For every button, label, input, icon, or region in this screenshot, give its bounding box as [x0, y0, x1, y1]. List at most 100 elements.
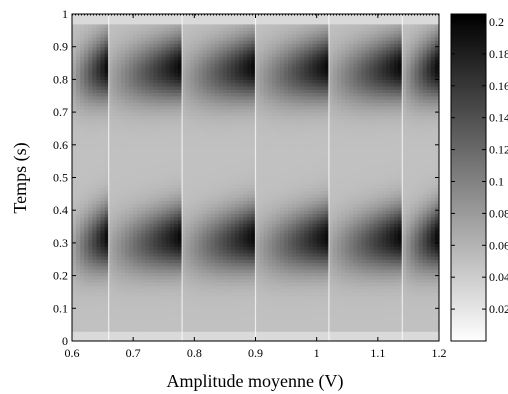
heatmap-cell: [104, 49, 110, 54]
heatmap-cell: [157, 170, 163, 175]
heatmap-cell: [271, 226, 277, 231]
heatmap-cell: [133, 154, 138, 159]
heatmap-cell: [169, 141, 175, 146]
heatmap-cell: [116, 131, 122, 136]
heatmap-cell: [206, 216, 212, 221]
heatmap-cell: [116, 89, 122, 94]
heatmap-cell: [173, 128, 179, 133]
heatmap-cell: [206, 56, 212, 61]
heatmap-cell: [218, 128, 224, 133]
heatmap-cell: [133, 193, 138, 198]
heatmap-cell: [194, 30, 200, 35]
heatmap-cell: [226, 92, 232, 97]
heatmap-cell: [96, 255, 102, 260]
heatmap-cell: [84, 17, 89, 22]
heatmap-cell: [165, 236, 171, 241]
heatmap-cell: [145, 291, 151, 296]
heatmap-cell: [112, 144, 118, 149]
heatmap-cell: [259, 174, 265, 179]
heatmap-cell: [178, 249, 183, 254]
heatmap-cell: [141, 112, 146, 116]
heatmap-cell: [243, 59, 248, 64]
heatmap-cell: [72, 308, 77, 313]
heatmap-cell: [222, 311, 228, 316]
heatmap-cell: [137, 92, 142, 97]
heatmap-cell: [173, 236, 179, 241]
heatmap-cell: [173, 154, 179, 159]
heatmap-cell: [137, 193, 142, 198]
heatmap-cell: [84, 272, 89, 277]
heatmap-cell: [76, 89, 81, 94]
heatmap-cell: [271, 20, 277, 25]
heatmap-cell: [112, 85, 118, 90]
heatmap-cell: [267, 36, 273, 41]
heatmap-cell: [84, 298, 89, 303]
heatmap-cell: [226, 59, 232, 64]
heatmap-cell: [149, 233, 155, 237]
heatmap-cell: [226, 311, 232, 316]
heatmap-cell: [137, 128, 142, 133]
heatmap-cell: [202, 249, 208, 254]
heatmap-cell: [243, 223, 248, 228]
heatmap-cell: [92, 233, 98, 237]
heatmap-cell: [210, 167, 216, 172]
heatmap-cell: [88, 43, 93, 48]
heatmap-cell: [235, 314, 240, 319]
heatmap-cell: [214, 128, 220, 133]
heatmap-cell: [222, 197, 228, 201]
heatmap-cell: [153, 128, 159, 133]
heatmap-cell: [194, 301, 200, 306]
heatmap-cell: [76, 69, 81, 74]
heatmap-cell: [255, 187, 261, 192]
heatmap-cell: [88, 112, 93, 116]
heatmap-cell: [88, 262, 93, 267]
heatmap-cell: [243, 242, 248, 247]
heatmap-cell: [235, 128, 240, 133]
heatmap-cell: [92, 49, 98, 54]
heatmap-cell: [100, 59, 106, 64]
heatmap-cell: [198, 148, 204, 152]
heatmap-cell: [133, 121, 138, 126]
heatmap-cell: [190, 59, 195, 64]
heatmap-cell: [84, 239, 89, 244]
heatmap-cell: [129, 164, 134, 169]
heatmap-cell: [259, 331, 265, 336]
heatmap-cell: [96, 59, 102, 64]
heatmap-cell: [100, 134, 106, 139]
heatmap-cell: [243, 161, 248, 166]
heatmap-cell: [92, 131, 98, 136]
heatmap-cell: [194, 255, 200, 260]
heatmap-cell: [210, 128, 216, 133]
heatmap-cell: [72, 216, 77, 221]
heatmap-cell: [178, 226, 183, 231]
heatmap-cell: [186, 85, 191, 90]
heatmap-cell: [190, 197, 195, 201]
heatmap-cell: [80, 220, 85, 224]
heatmap-cell: [80, 331, 85, 336]
heatmap-cell: [190, 115, 195, 120]
heatmap-cell: [271, 164, 277, 169]
heatmap-cell: [267, 115, 273, 120]
heatmap-cell: [96, 85, 102, 90]
heatmap-cell: [251, 193, 257, 198]
heatmap-cell: [255, 331, 261, 336]
heatmap-cell: [157, 56, 163, 61]
heatmap-cell: [198, 262, 204, 267]
heatmap-cell: [137, 216, 142, 221]
heatmap-cell: [178, 285, 183, 290]
heatmap-cell: [214, 46, 220, 51]
heatmap-cell: [129, 184, 134, 188]
heatmap-cell: [80, 197, 85, 201]
heatmap-cell: [198, 164, 204, 169]
heatmap-cell: [133, 295, 138, 300]
heatmap-cell: [239, 337, 244, 342]
heatmap-cell: [92, 242, 98, 247]
heatmap-cell: [157, 308, 163, 313]
heatmap-cell: [255, 233, 261, 237]
heatmap-cell: [116, 14, 122, 18]
heatmap-cell: [141, 314, 146, 319]
heatmap-cell: [251, 108, 257, 113]
heatmap-cell: [235, 236, 240, 241]
heatmap-cell: [239, 125, 244, 130]
heatmap-cell: [100, 331, 106, 336]
